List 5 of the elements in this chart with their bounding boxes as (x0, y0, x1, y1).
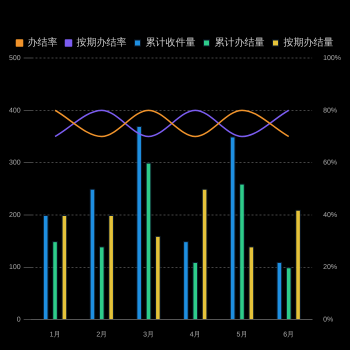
legend-label: 累计收件量 (146, 36, 196, 49)
legend-label: 累计办结量 (214, 36, 264, 49)
legend-label: 按期办结率 (76, 36, 126, 49)
legend-label: 按期办结量 (284, 36, 334, 49)
legend-label: 办结率 (28, 36, 58, 49)
